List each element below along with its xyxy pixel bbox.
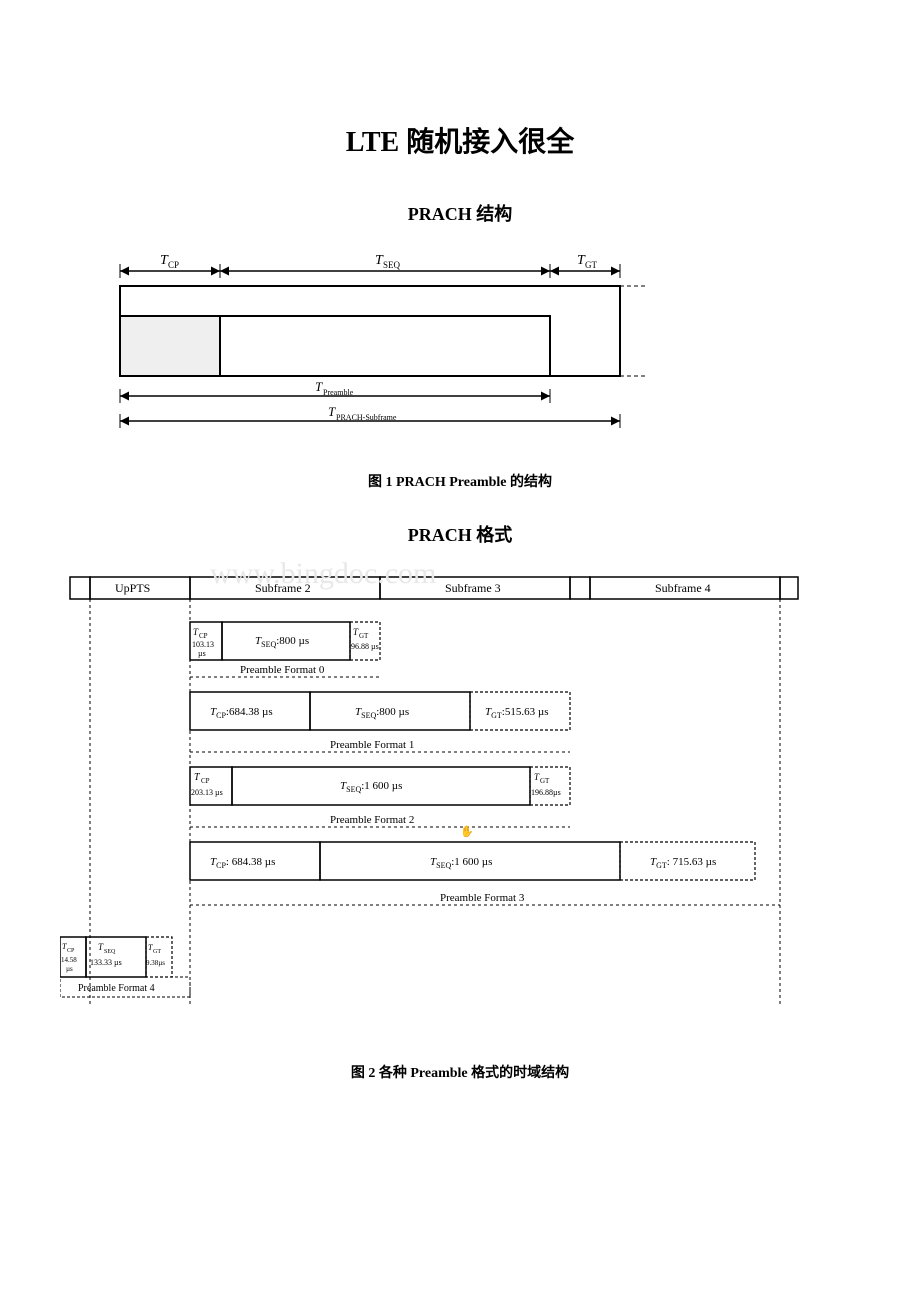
svg-text:TCP:684.38 µs: TCP:684.38 µs: [210, 706, 273, 720]
fig1-caption: 图 1 PRACH Preamble 的结构: [60, 471, 860, 491]
svg-text:SEQ: SEQ: [383, 260, 401, 270]
hdr-sf3: Subframe 3: [445, 581, 501, 595]
svg-text:TSEQ:1 600 µs: TSEQ:1 600 µs: [340, 780, 402, 794]
svg-text:196.88µs: 196.88µs: [531, 788, 561, 797]
svg-text:SEQ: SEQ: [104, 949, 116, 955]
svg-text:CP: CP: [67, 948, 75, 954]
svg-text:Preamble Format 4: Preamble Format 4: [78, 983, 155, 994]
svg-text:Preamble: Preamble: [323, 388, 354, 397]
doc-title: LTE 随机接入很全: [60, 120, 860, 160]
svg-text:TGT:515.63 µs: TGT:515.63 µs: [485, 706, 548, 720]
figure-1: TCP TSEQ TGT TPreamble TPRACH-Subframe: [90, 246, 860, 461]
fig2-caption: 图 2 各种 Preamble 格式的时域结构: [60, 1062, 860, 1082]
hdr-uppts: UpPTS: [115, 581, 150, 595]
format4: TCP 14.58µs TSEQ 133.33 µs TGT 9.38µs Pr…: [60, 937, 190, 997]
svg-text:TGT: 715.63 µs: TGT: 715.63 µs: [650, 856, 716, 870]
format2: TCP 203.13 µs TSEQ:1 600 µs TGT 196.88µs…: [190, 767, 570, 827]
svg-text:TCP: 684.38 µs: TCP: 684.38 µs: [210, 856, 275, 870]
hdr-sf4: Subframe 4: [655, 581, 711, 595]
svg-text:T: T: [194, 772, 201, 783]
svg-text:CP: CP: [199, 632, 208, 640]
section1-heading: PRACH 结构: [60, 200, 860, 226]
svg-text:GT: GT: [585, 260, 597, 270]
figure-2: www.bingdoc.com UpPTS Subframe 2 Subfram…: [60, 567, 860, 1052]
svg-text:µs: µs: [66, 965, 73, 973]
svg-text:203.13 µs: 203.13 µs: [191, 788, 223, 797]
hdr-sf2: Subframe 2: [255, 581, 311, 595]
svg-text:133.33 µs: 133.33 µs: [90, 958, 122, 967]
svg-text:TSEQ:800 µs: TSEQ:800 µs: [255, 635, 309, 649]
format3: TCP: 684.38 µs TSEQ:1 600 µs TGT: 715.63…: [190, 842, 780, 905]
svg-text:9.38µs: 9.38µs: [146, 959, 165, 967]
svg-text:GT: GT: [359, 632, 369, 640]
svg-text:µs: µs: [198, 649, 206, 658]
format0: TCP 103.13µs TSEQ:800 µs TGT 96.88 µs Pr…: [190, 622, 380, 677]
svg-text:✋: ✋: [460, 825, 474, 838]
svg-text:T: T: [315, 379, 323, 394]
svg-text:Preamble Format 1: Preamble Format 1: [330, 739, 414, 751]
svg-text:Preamble Format 2: Preamble Format 2: [330, 814, 414, 826]
svg-text:PRACH-Subframe: PRACH-Subframe: [336, 413, 397, 422]
svg-text:103.13: 103.13: [192, 640, 214, 649]
svg-text:CP: CP: [201, 777, 210, 785]
svg-text:TSEQ:1 600 µs: TSEQ:1 600 µs: [430, 856, 492, 870]
svg-text:CP: CP: [168, 260, 179, 270]
format1: TCP:684.38 µs TSEQ:800 µs TGT:515.63 µs …: [190, 692, 570, 752]
section2-heading: PRACH 格式: [60, 521, 860, 547]
svg-text:Preamble Format 3: Preamble Format 3: [440, 892, 525, 904]
svg-text:TSEQ:800 µs: TSEQ:800 µs: [355, 706, 409, 720]
fig2-svg: UpPTS Subframe 2 Subframe 3 Subframe 4 T…: [60, 567, 800, 1047]
fig1-svg: TCP TSEQ TGT TPreamble TPRACH-Subframe: [90, 246, 650, 456]
svg-text:GT: GT: [540, 777, 550, 785]
svg-text:14.58: 14.58: [61, 956, 77, 964]
svg-text:T: T: [328, 404, 336, 419]
svg-text:Preamble Format 0: Preamble Format 0: [240, 664, 325, 676]
svg-text:GT: GT: [153, 949, 161, 955]
svg-text:96.88 µs: 96.88 µs: [351, 642, 379, 651]
